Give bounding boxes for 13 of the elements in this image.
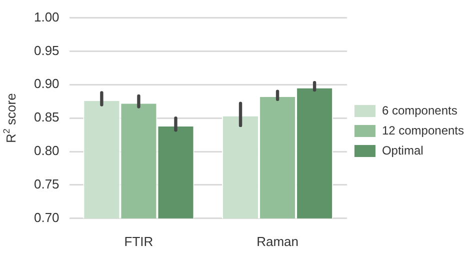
legend-label: 12 components bbox=[382, 123, 464, 138]
y-axis-title: R2 score bbox=[1, 93, 19, 143]
y-tick-label: 0.85 bbox=[34, 110, 60, 125]
legend-label: 6 components bbox=[382, 103, 458, 118]
legend-label: Optimal bbox=[382, 143, 424, 158]
y-tick-label: 0.90 bbox=[34, 76, 60, 92]
y-tick-label: 0.80 bbox=[34, 143, 60, 158]
x-tick-label: Raman bbox=[256, 234, 298, 249]
y-tick-label: 1.00 bbox=[34, 9, 60, 24]
y-tick-label: 0.95 bbox=[34, 42, 60, 58]
y-tick-label: 0.70 bbox=[34, 210, 60, 225]
x-tick-label: FTIR bbox=[124, 234, 154, 249]
y-tick-label: 0.75 bbox=[34, 176, 60, 192]
